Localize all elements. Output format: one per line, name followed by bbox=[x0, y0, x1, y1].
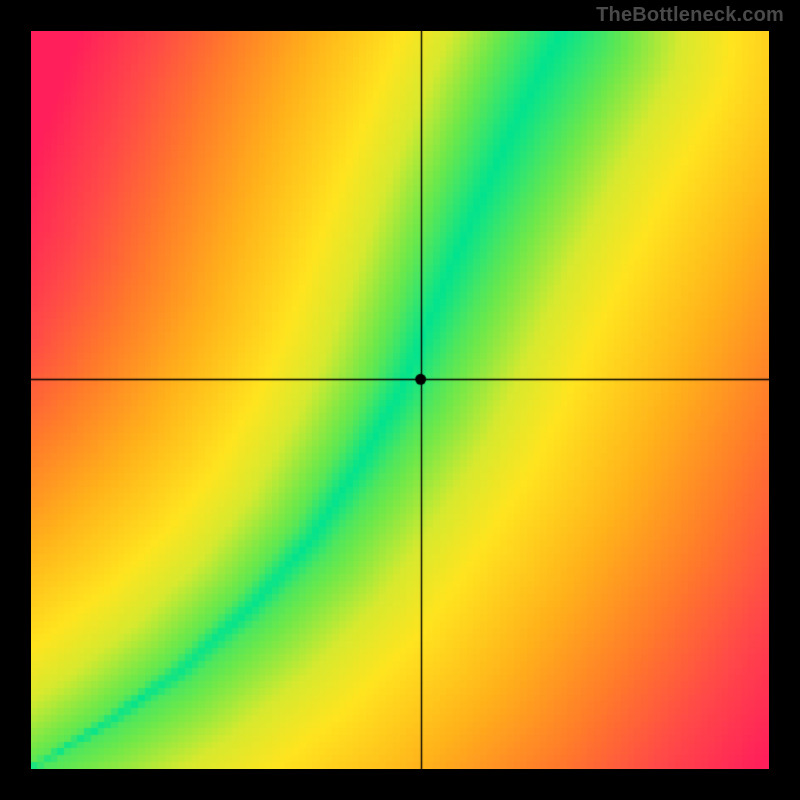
heatmap-canvas bbox=[31, 31, 769, 769]
chart-container: TheBottleneck.com bbox=[0, 0, 800, 800]
watermark-text: TheBottleneck.com bbox=[596, 4, 784, 27]
plot-area bbox=[31, 31, 769, 769]
